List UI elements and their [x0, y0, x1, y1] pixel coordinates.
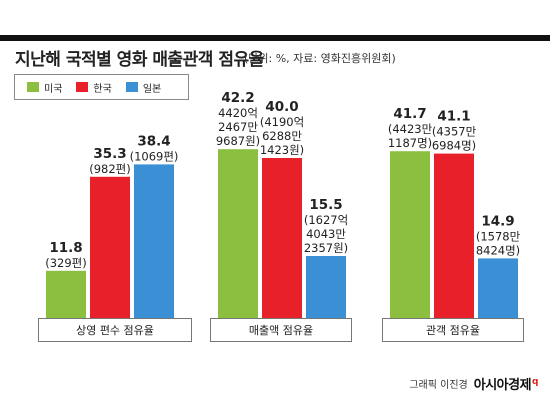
- chart-title: 지난해 국적별 영화 매출관객 점유율: [15, 50, 264, 70]
- brand-logo: 아시아경제q: [473, 374, 539, 393]
- data-detail-revenue-usa: 2467만: [218, 120, 258, 134]
- data-label-revenue-japan: 15.5: [309, 197, 342, 213]
- data-detail-revenue-japan: (1627억: [304, 213, 348, 227]
- data-detail-audience-japan: (1578만: [476, 229, 521, 243]
- data-detail-revenue-usa: 4420억: [218, 106, 258, 120]
- data-detail-screenings-japan: (1069편): [130, 149, 179, 163]
- data-detail-revenue-korea: 1423원): [260, 143, 304, 157]
- legend-label-japan: 일본: [142, 83, 162, 95]
- legend-swatch-japan: [125, 82, 138, 92]
- data-detail-audience-usa: (4423만: [388, 122, 433, 136]
- data-detail-audience-usa: 1187명): [388, 136, 432, 150]
- legend-item-usa: 미국: [27, 80, 62, 95]
- data-label-revenue-usa: 42.2: [221, 90, 254, 106]
- data-label-audience-japan: 14.9: [481, 213, 514, 229]
- bar-revenue-korea: [262, 158, 302, 318]
- data-label-screenings-korea: 35.3: [93, 146, 126, 162]
- data-detail-audience-japan: 8424명): [476, 243, 520, 257]
- data-label-screenings-japan: 38.4: [137, 133, 170, 149]
- data-label-audience-korea: 41.1: [437, 109, 470, 125]
- bar-revenue-usa: [218, 149, 258, 318]
- graphic-credit: 그래픽 이진경: [409, 380, 468, 391]
- data-detail-revenue-korea: 6288만: [262, 129, 302, 143]
- bar-screenings-korea: [90, 176, 130, 318]
- data-label-revenue-korea: 40.0: [265, 99, 298, 115]
- legend-swatch-usa: [27, 82, 39, 92]
- legend-item-korea: 한국: [76, 80, 112, 95]
- data-label-screenings-usa: 11.8: [49, 240, 82, 256]
- bar-screenings-japan: [134, 164, 174, 318]
- credit-line: 그래픽 이진경 아시아경제q: [409, 374, 538, 393]
- data-label-audience-usa: 41.7: [393, 106, 426, 122]
- top-rule: [0, 35, 550, 41]
- bar-revenue-japan: [306, 256, 346, 318]
- legend: 미국 한국 일본: [14, 74, 189, 100]
- data-detail-revenue-korea: (4190억: [260, 115, 304, 129]
- data-detail-screenings-korea: (982편): [89, 162, 131, 176]
- chart-subtitle: (단위: %, 자료: 영화진흥위원회): [244, 52, 396, 65]
- data-detail-audience-korea: 6984명): [432, 139, 476, 153]
- category-label-revenue: 매출액 점유율: [210, 318, 352, 342]
- legend-label-usa: 미국: [44, 83, 63, 95]
- category-label-screenings: 상영 편수 점유율: [38, 318, 192, 342]
- legend-item-japan: 일본: [125, 80, 162, 95]
- bar-audience-usa: [390, 151, 430, 318]
- data-detail-revenue-japan: 4043만: [306, 227, 346, 241]
- data-detail-revenue-japan: 2357원): [304, 241, 348, 255]
- data-detail-screenings-usa: (329편): [45, 256, 87, 270]
- bar-audience-korea: [434, 153, 474, 318]
- data-detail-revenue-usa: 9687원): [216, 134, 260, 148]
- legend-swatch-korea: [76, 82, 89, 92]
- bar-screenings-usa: [46, 270, 86, 318]
- legend-label-korea: 한국: [93, 83, 112, 95]
- data-detail-audience-korea: (4357만: [432, 125, 477, 139]
- bar-audience-japan: [478, 258, 518, 318]
- category-label-audience: 관객 점유율: [382, 318, 524, 342]
- brand-name: 아시아경제: [473, 378, 532, 393]
- brand-mark-icon: q: [532, 376, 538, 387]
